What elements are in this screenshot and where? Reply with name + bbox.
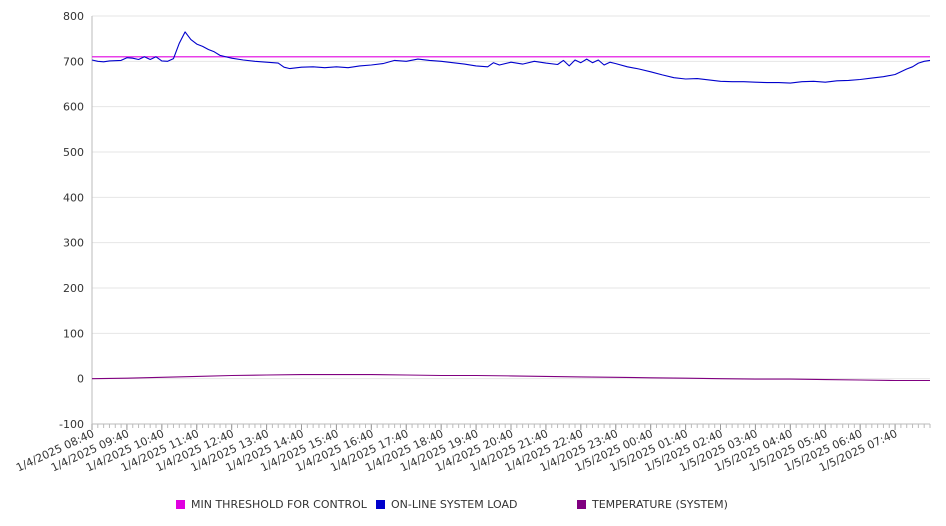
gridlines xyxy=(92,15,930,425)
series-line-temperature-system xyxy=(91,374,930,382)
y-tick-label: -100 xyxy=(59,418,84,431)
y-tick-label: 0 xyxy=(77,373,84,386)
legend-swatch xyxy=(376,500,385,509)
legend-item: TEMPERATURE (SYSTEM) xyxy=(577,498,728,511)
y-tick-label: 200 xyxy=(63,282,84,295)
y-tick-label: 100 xyxy=(63,327,84,340)
y-tick-label: 800 xyxy=(63,10,84,23)
legend-label: TEMPERATURE (SYSTEM) xyxy=(592,498,728,511)
y-axis-ticks: 800 700 600 500 400 300 200 100 0 -100 xyxy=(59,10,84,431)
axes xyxy=(91,16,930,425)
legend: MIN THRESHOLD FOR CONTROL ON-LINE SYSTEM … xyxy=(0,498,946,514)
y-tick-label: 700 xyxy=(63,55,84,68)
legend-label: MIN THRESHOLD FOR CONTROL xyxy=(191,498,367,511)
legend-label: ON-LINE SYSTEM LOAD xyxy=(391,498,518,511)
legend-swatch xyxy=(577,500,586,509)
y-tick-label: 400 xyxy=(63,191,84,204)
legend-item: ON-LINE SYSTEM LOAD xyxy=(376,498,517,511)
x-axis-ticks: 1/4/2025 08:401/4/2025 09:401/4/2025 10:… xyxy=(14,424,931,474)
series-line-on-line-system-load xyxy=(91,31,931,84)
y-tick-label: 600 xyxy=(63,101,84,114)
legend-swatch xyxy=(176,500,185,509)
legend-item: MIN THRESHOLD FOR CONTROL xyxy=(176,498,367,511)
y-tick-label: 500 xyxy=(63,146,84,159)
series-lines xyxy=(91,31,931,382)
y-tick-label: 300 xyxy=(63,237,84,250)
